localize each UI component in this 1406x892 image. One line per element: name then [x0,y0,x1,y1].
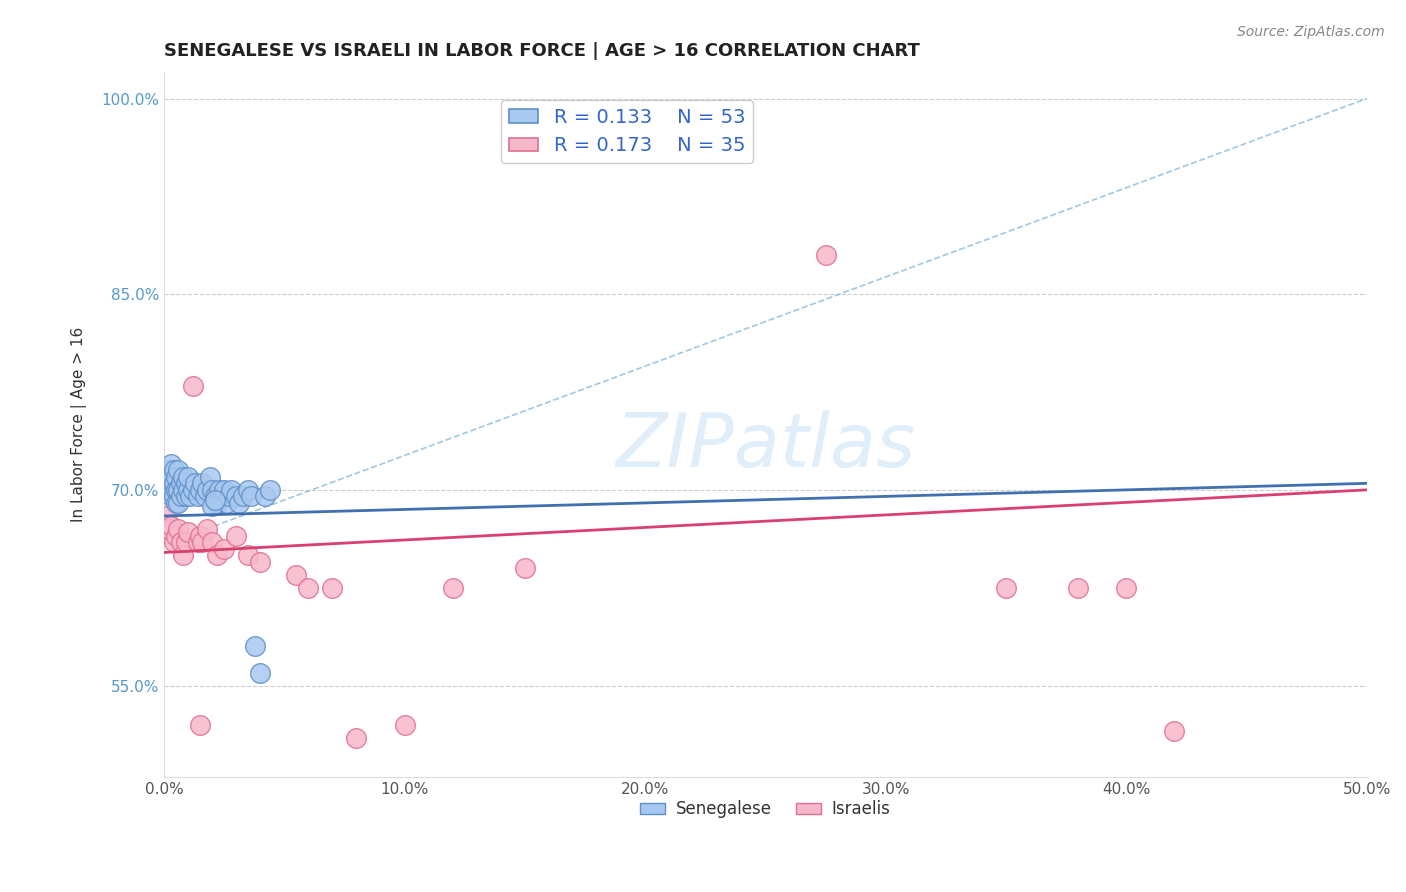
Point [441,581,464,595]
Point [195,483,218,497]
Point [165,528,187,542]
Point [204,489,226,503]
Point [215,496,238,510]
Point [188,528,211,542]
Point [170,489,193,503]
Point [245,640,267,654]
Point [1163,724,1185,739]
Point [155,470,177,484]
Text: SENEGALESE VS ISRAELI IN LABOR FORCE | AGE > 16 CORRELATION CHART: SENEGALESE VS ISRAELI IN LABOR FORCE | A… [165,42,920,60]
Point [172,483,194,497]
Point [167,483,190,497]
Point [160,470,183,484]
Point [232,489,254,503]
Legend: Senegalese, Israelis: Senegalese, Israelis [634,794,897,825]
Point [285,567,308,582]
Point [238,548,260,562]
Point [174,535,197,549]
Point [157,476,180,491]
Point [188,717,211,731]
Point [191,476,214,491]
Point [184,476,207,491]
Point [172,548,194,562]
Point [212,489,235,503]
Point [162,476,184,491]
Point [238,483,260,497]
Point [172,470,194,484]
Point [155,508,177,523]
Point [259,483,281,497]
Point [181,483,204,497]
Point [205,496,228,510]
Point [321,581,343,595]
Point [204,493,226,508]
Point [228,496,250,510]
Point [167,463,190,477]
Point [160,489,183,503]
Point [160,457,183,471]
Point [225,528,247,542]
Point [165,483,187,497]
Point [394,717,416,731]
Point [160,519,183,533]
Point [225,489,247,503]
Point [201,535,224,549]
Point [201,483,224,497]
Point [165,496,187,510]
Point [208,483,231,497]
Point [239,489,262,503]
Point [1115,581,1137,595]
Y-axis label: In Labor Force | Age > 16: In Labor Force | Age > 16 [72,327,87,523]
Point [187,489,209,503]
Point [187,535,209,549]
Point [1067,581,1090,595]
Point [221,483,243,497]
Point [994,581,1017,595]
Point [174,476,197,491]
Point [170,476,193,491]
Point [211,489,233,503]
Point [162,535,184,549]
Point [167,496,190,510]
Point [157,522,180,536]
Point [297,581,319,595]
Point [162,489,184,503]
Text: ZIPatlas: ZIPatlas [616,409,915,482]
Point [170,535,193,549]
Point [167,522,190,536]
Point [195,522,218,536]
Point [162,463,184,477]
Point [191,535,214,549]
Point [155,483,177,497]
Point [513,561,536,575]
Point [174,489,197,503]
Point [205,548,228,562]
Point [194,489,217,503]
Point [165,470,187,484]
Point [181,378,204,392]
Point [253,489,276,503]
Text: Source: ZipAtlas.com: Source: ZipAtlas.com [1237,25,1385,39]
Point [212,541,235,556]
Point [177,483,200,497]
Point [177,470,200,484]
Point [218,489,240,503]
Point [346,731,368,745]
Point [179,489,201,503]
Point [188,483,211,497]
Point [249,555,271,569]
Point [198,470,221,484]
Point [814,248,837,262]
Point [201,499,224,513]
Point [249,665,271,680]
Point [177,524,200,539]
Point [212,483,235,497]
Point [157,463,180,477]
